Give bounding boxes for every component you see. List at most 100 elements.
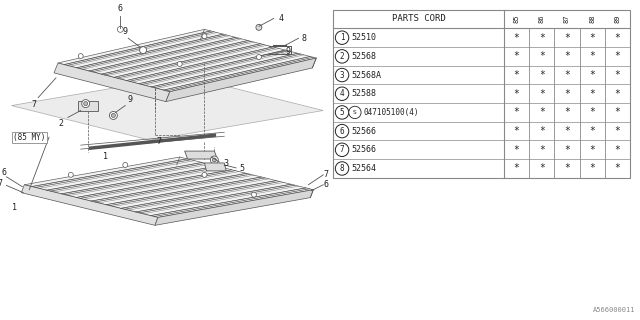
Text: 1: 1 bbox=[12, 203, 17, 212]
Text: *: * bbox=[539, 52, 545, 61]
Circle shape bbox=[349, 106, 361, 119]
Text: 8: 8 bbox=[340, 164, 344, 173]
Text: 9: 9 bbox=[285, 47, 291, 56]
Text: S: S bbox=[353, 110, 356, 115]
Text: *: * bbox=[589, 33, 595, 43]
Polygon shape bbox=[54, 63, 170, 101]
Text: *: * bbox=[564, 145, 570, 155]
Text: 85: 85 bbox=[513, 15, 520, 23]
Text: 7: 7 bbox=[31, 100, 36, 108]
Polygon shape bbox=[21, 185, 158, 225]
Text: *: * bbox=[513, 126, 520, 136]
Text: *: * bbox=[539, 33, 545, 43]
Text: 52566: 52566 bbox=[351, 127, 376, 136]
Text: 52566: 52566 bbox=[351, 145, 376, 154]
Circle shape bbox=[335, 124, 349, 138]
Text: *: * bbox=[564, 126, 570, 136]
Circle shape bbox=[335, 31, 349, 44]
Circle shape bbox=[78, 53, 83, 59]
Text: 1: 1 bbox=[103, 152, 108, 161]
Text: 7: 7 bbox=[157, 137, 162, 146]
Circle shape bbox=[335, 87, 349, 100]
Polygon shape bbox=[155, 190, 314, 225]
Text: *: * bbox=[589, 89, 595, 99]
Circle shape bbox=[68, 172, 74, 177]
Text: 5: 5 bbox=[239, 164, 244, 173]
Text: (85 MY): (85 MY) bbox=[13, 133, 46, 142]
Polygon shape bbox=[166, 58, 316, 101]
Circle shape bbox=[335, 50, 349, 63]
Text: *: * bbox=[513, 145, 520, 155]
Text: 52568A: 52568A bbox=[351, 70, 381, 80]
Polygon shape bbox=[185, 151, 218, 159]
Text: *: * bbox=[513, 108, 520, 117]
Text: 3: 3 bbox=[340, 70, 344, 80]
Text: *: * bbox=[539, 145, 545, 155]
Text: 7: 7 bbox=[323, 170, 328, 179]
Text: *: * bbox=[589, 70, 595, 80]
Text: 4: 4 bbox=[340, 89, 344, 98]
Text: *: * bbox=[513, 70, 520, 80]
Text: *: * bbox=[614, 164, 620, 173]
Text: *: * bbox=[614, 70, 620, 80]
Text: 89: 89 bbox=[614, 15, 621, 23]
Polygon shape bbox=[12, 76, 323, 140]
Text: *: * bbox=[614, 89, 620, 99]
Circle shape bbox=[84, 101, 88, 106]
Text: *: * bbox=[614, 52, 620, 61]
Text: *: * bbox=[539, 108, 545, 117]
Text: *: * bbox=[589, 126, 595, 136]
Polygon shape bbox=[77, 100, 97, 110]
Text: *: * bbox=[589, 108, 595, 117]
Bar bbox=[333, 10, 630, 178]
Text: *: * bbox=[614, 33, 620, 43]
Circle shape bbox=[256, 24, 262, 30]
Text: 6: 6 bbox=[118, 4, 123, 13]
Polygon shape bbox=[24, 157, 314, 217]
Circle shape bbox=[202, 34, 207, 39]
Text: *: * bbox=[589, 52, 595, 61]
Text: 3: 3 bbox=[223, 159, 228, 168]
Text: 7: 7 bbox=[0, 179, 3, 188]
Text: *: * bbox=[564, 33, 570, 43]
Circle shape bbox=[202, 172, 207, 177]
Polygon shape bbox=[204, 163, 226, 171]
Text: *: * bbox=[564, 89, 570, 99]
Circle shape bbox=[335, 162, 349, 175]
Text: *: * bbox=[513, 89, 520, 99]
Text: 6: 6 bbox=[340, 127, 344, 136]
Text: PARTS CORD: PARTS CORD bbox=[392, 14, 445, 23]
Text: A566000011: A566000011 bbox=[593, 308, 635, 313]
Text: *: * bbox=[614, 145, 620, 155]
Circle shape bbox=[140, 47, 147, 53]
Text: 52568: 52568 bbox=[351, 52, 376, 61]
Circle shape bbox=[211, 156, 218, 164]
Text: 52564: 52564 bbox=[351, 164, 376, 173]
Text: 6: 6 bbox=[323, 180, 328, 189]
Circle shape bbox=[109, 111, 117, 119]
Text: *: * bbox=[564, 52, 570, 61]
Circle shape bbox=[117, 26, 124, 32]
Text: *: * bbox=[513, 164, 520, 173]
Polygon shape bbox=[58, 29, 316, 92]
Text: *: * bbox=[539, 70, 545, 80]
Text: *: * bbox=[564, 70, 570, 80]
Text: *: * bbox=[614, 126, 620, 136]
Circle shape bbox=[252, 192, 257, 197]
Circle shape bbox=[335, 143, 349, 156]
Text: 1: 1 bbox=[340, 33, 344, 42]
Text: *: * bbox=[539, 89, 545, 99]
Text: *: * bbox=[539, 126, 545, 136]
Circle shape bbox=[212, 158, 216, 162]
Text: *: * bbox=[614, 108, 620, 117]
Text: *: * bbox=[539, 164, 545, 173]
Circle shape bbox=[111, 114, 115, 117]
Circle shape bbox=[335, 68, 349, 82]
Text: 9: 9 bbox=[123, 27, 128, 36]
Circle shape bbox=[335, 106, 349, 119]
Text: 5: 5 bbox=[340, 108, 344, 117]
Text: 4: 4 bbox=[278, 14, 284, 23]
Text: *: * bbox=[589, 145, 595, 155]
Circle shape bbox=[257, 55, 261, 60]
Text: 52510: 52510 bbox=[351, 33, 376, 42]
